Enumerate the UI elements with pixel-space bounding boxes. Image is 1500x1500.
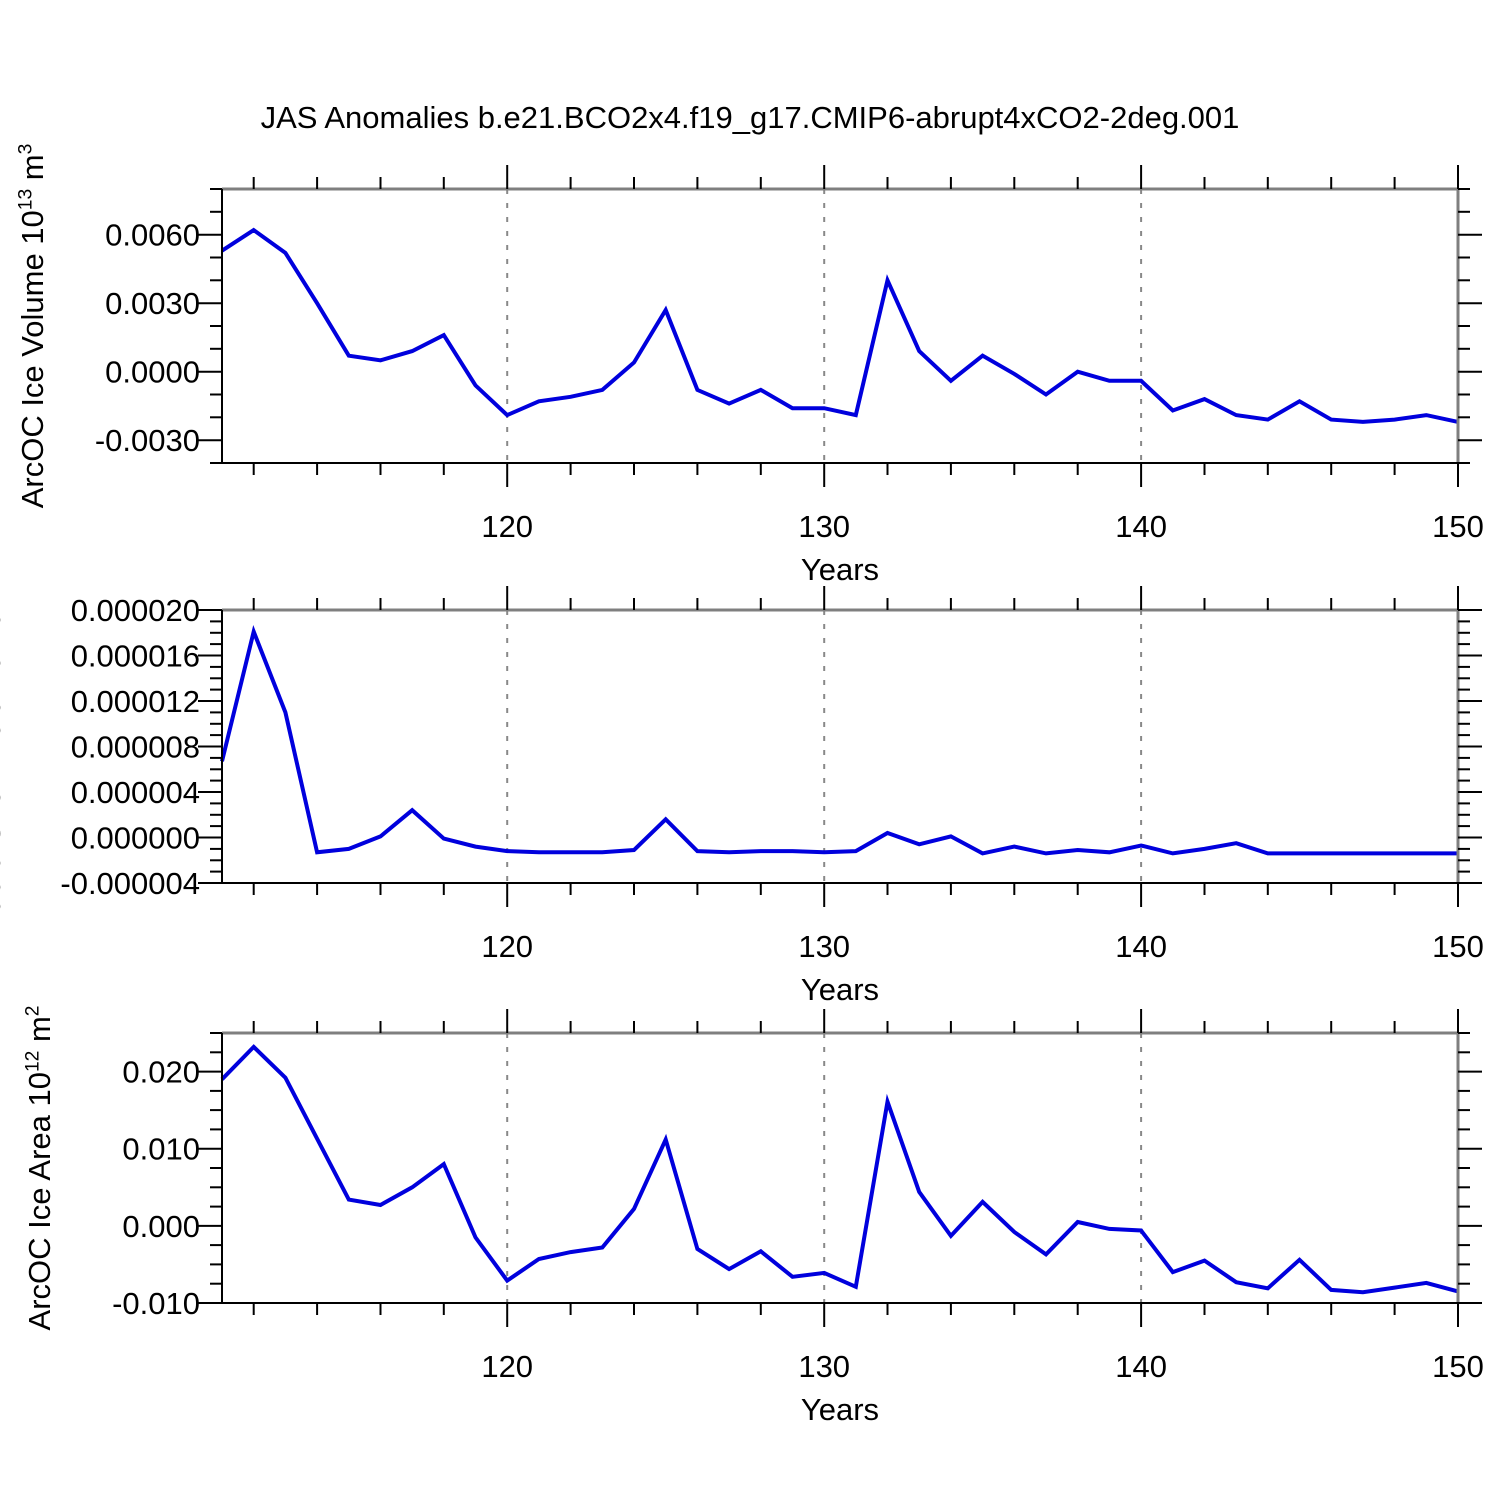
y-tick-label: 0.000004 xyxy=(71,775,200,810)
x-tick-label: 120 xyxy=(481,509,533,544)
x-tick-label: 140 xyxy=(1115,1349,1167,1384)
snow-volume-series-line xyxy=(220,624,1458,856)
ice-area-series-line xyxy=(220,1044,1459,1295)
y-tick-label: 0.000016 xyxy=(71,639,200,674)
y-tick-label: 0.0060 xyxy=(105,218,200,253)
y-tick-label: 0.000020 xyxy=(71,593,200,628)
x-tick-label: 140 xyxy=(1115,509,1167,544)
chart-ice-volume: 0.0060 0.0030 0.0000 -0.0030 120 130 140 150 Yea… xyxy=(95,165,1484,587)
chart-snow-volume: 0.000020 0.000016 0.000012 0.000008 0.000004… xyxy=(60,586,1484,1007)
x-tick-label: 150 xyxy=(1432,1349,1484,1384)
x-tick-label: 120 xyxy=(481,929,533,964)
y-tick-label: 0.0030 xyxy=(105,286,200,321)
x-axis-title: Years xyxy=(801,972,879,1007)
y-tick-label: -0.0030 xyxy=(95,423,200,458)
y-tick-label: 0.020 xyxy=(122,1055,200,1090)
ice-volume-series-line xyxy=(220,227,1459,424)
y-tick-label: 0.000 xyxy=(122,1209,200,1244)
x-tick-label: 150 xyxy=(1432,929,1484,964)
figure-title: JAS Anomalies b.e21.BCO2x4.f19_g17.CMIP6… xyxy=(260,100,1240,135)
x-axis-title: Years xyxy=(801,552,879,587)
x-tick-label: 150 xyxy=(1432,509,1484,544)
x-tick-label: 130 xyxy=(798,1349,850,1384)
y-tick-label: 0.000012 xyxy=(71,684,200,719)
y-tick-label: 0.0000 xyxy=(105,355,200,390)
y-tick-label: 0.010 xyxy=(122,1132,200,1167)
y-tick-label: 0.000008 xyxy=(71,730,200,765)
chart-ice-area: 0.020 0.010 0.000 -0.010 120 130 140 150 Years xyxy=(112,1009,1484,1427)
x-tick-label: 140 xyxy=(1115,929,1167,964)
x-axis-title: Years xyxy=(801,1392,879,1427)
y-tick-label: -0.000004 xyxy=(60,866,200,901)
y-tick-label: 0.000000 xyxy=(71,821,200,856)
x-tick-label: 120 xyxy=(481,1349,533,1384)
x-tick-label: 130 xyxy=(798,509,850,544)
y-tick-label: -0.010 xyxy=(112,1286,200,1321)
x-tick-label: 130 xyxy=(798,929,850,964)
